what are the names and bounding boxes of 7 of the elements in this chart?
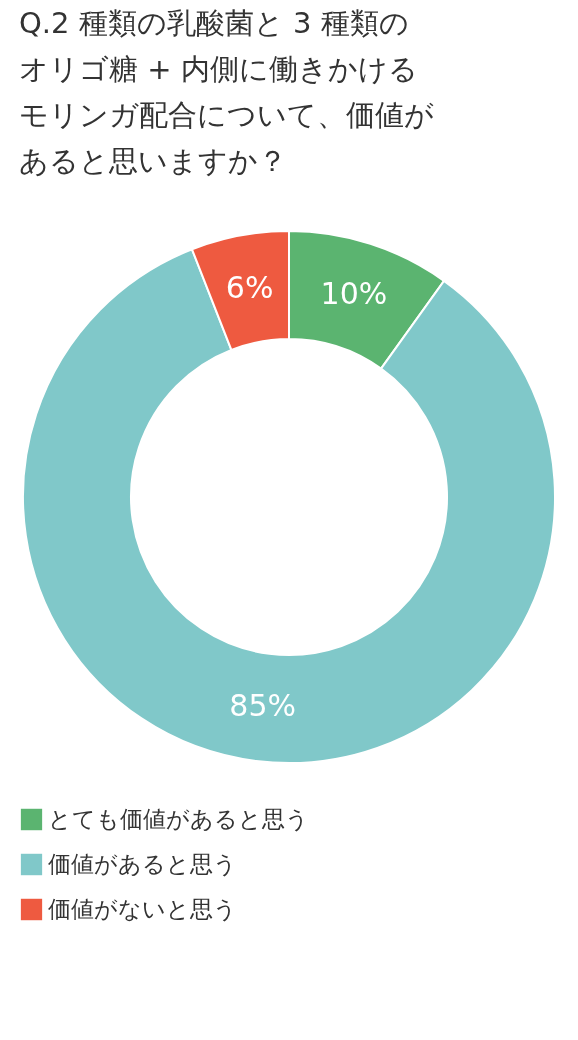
- data-label: 6%: [225, 269, 274, 305]
- legend-label: 価値がないと思う: [48, 895, 237, 922]
- legend-label: とても価値があると思う: [48, 805, 309, 832]
- legend-label: 価値があると思う: [48, 850, 237, 877]
- data-label: 85%: [229, 688, 297, 724]
- data-label: 10%: [320, 276, 388, 312]
- chart-title: Q.2 種類の乳酸菌と 3 種類のオリゴ糖 + 内側に働きかけるモリンガ配合について、価値があると思いますか？: [19, 6, 434, 178]
